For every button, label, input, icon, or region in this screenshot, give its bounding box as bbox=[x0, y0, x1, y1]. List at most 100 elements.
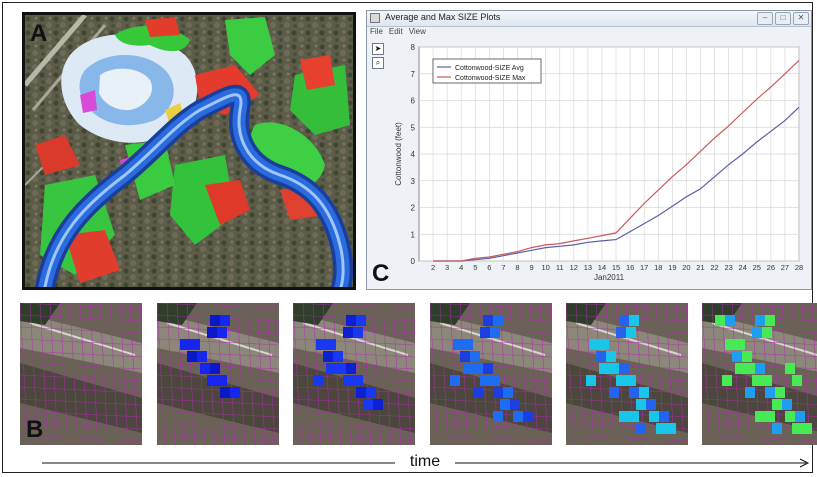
tile-image bbox=[430, 303, 552, 445]
vegetation-cell bbox=[450, 375, 460, 386]
vegetation-cell bbox=[752, 327, 762, 338]
vegetation-cell bbox=[200, 363, 210, 374]
vegetation-cell bbox=[333, 351, 343, 362]
vegetation-cell bbox=[463, 363, 473, 374]
y-tick-label: 4 bbox=[411, 150, 416, 159]
vegetation-cell bbox=[599, 339, 609, 350]
vegetation-cell bbox=[619, 363, 629, 374]
tile-image bbox=[293, 303, 415, 445]
vegetation-cell bbox=[463, 339, 473, 350]
vegetation-cell bbox=[755, 315, 765, 326]
vegetation-cell bbox=[366, 387, 376, 398]
vegetation-cell bbox=[326, 363, 336, 374]
magnifier-icon[interactable]: ⌕ bbox=[372, 57, 384, 69]
menu-file[interactable]: File bbox=[370, 27, 383, 36]
vegetation-cell bbox=[187, 351, 197, 362]
x-tick-label: 6 bbox=[487, 263, 491, 272]
vegetation-cell bbox=[353, 327, 363, 338]
vegetation-cell bbox=[606, 351, 616, 362]
menu-edit[interactable]: Edit bbox=[388, 27, 403, 36]
close-button[interactable]: ✕ bbox=[793, 12, 809, 25]
vegetation-cell bbox=[772, 423, 782, 434]
window-titlebar[interactable]: Average and Max SIZE Plots – □ ✕ bbox=[367, 11, 811, 27]
y-tick-label: 5 bbox=[411, 123, 416, 132]
x-tick-label: 28 bbox=[795, 263, 803, 272]
vegetation-cell bbox=[316, 339, 326, 350]
vegetation-cell bbox=[210, 315, 220, 326]
vegetation-cell bbox=[480, 327, 490, 338]
minimize-button[interactable]: – bbox=[757, 12, 773, 25]
vegetation-cell bbox=[473, 387, 483, 398]
vegetation-cell bbox=[220, 315, 230, 326]
vegetation-cell bbox=[523, 411, 533, 422]
vegetation-cell bbox=[336, 363, 346, 374]
vegetation-cell bbox=[373, 399, 383, 410]
vegetation-cell bbox=[629, 315, 639, 326]
x-tick-label: 14 bbox=[598, 263, 606, 272]
time-step-tile bbox=[157, 303, 279, 445]
x-tick-label: 7 bbox=[501, 263, 505, 272]
vegetation-cell bbox=[792, 375, 802, 386]
vegetation-cell bbox=[616, 375, 626, 386]
maximize-button[interactable]: □ bbox=[775, 12, 791, 25]
vegetation-cell bbox=[473, 363, 483, 374]
vegetation-cell bbox=[752, 375, 762, 386]
vegetation-cell bbox=[639, 387, 649, 398]
x-tick-label: 3 bbox=[445, 263, 449, 272]
vegetation-cell bbox=[470, 351, 480, 362]
vegetation-cell bbox=[343, 375, 353, 386]
vegetation-cell bbox=[795, 411, 805, 422]
vegetation-cell bbox=[326, 339, 336, 350]
legend-entry: Cottonwood-SIZE Avg bbox=[455, 65, 524, 72]
vegetation-cell bbox=[609, 387, 619, 398]
tile-image bbox=[157, 303, 279, 445]
vegetation-cell bbox=[755, 411, 765, 422]
vegetation-cell bbox=[725, 315, 735, 326]
x-tick-label: 2 bbox=[431, 263, 435, 272]
menu-view[interactable]: View bbox=[408, 27, 426, 36]
vegetation-cell bbox=[785, 411, 795, 422]
vegetation-cell bbox=[493, 387, 503, 398]
panel-a-map bbox=[22, 12, 356, 290]
vegetation-cell bbox=[616, 327, 626, 338]
vegetation-cell bbox=[765, 315, 775, 326]
vegetation-cell bbox=[586, 375, 596, 386]
vegetation-cell bbox=[725, 339, 735, 350]
vegetation-cell bbox=[745, 363, 755, 374]
x-tick-label: 22 bbox=[710, 263, 718, 272]
menu-bar: File Edit View bbox=[367, 27, 811, 38]
vegetation-cell bbox=[745, 387, 755, 398]
x-tick-label: 19 bbox=[668, 263, 676, 272]
y-tick-label: 8 bbox=[411, 43, 416, 52]
vegetation-cell bbox=[356, 315, 366, 326]
legend-entry: Cottonwood-SIZE Max bbox=[455, 75, 526, 82]
vegetation-cell bbox=[217, 375, 227, 386]
vegetation-cell bbox=[802, 423, 812, 434]
vegetation-cell bbox=[323, 351, 333, 362]
time-step-tile bbox=[20, 303, 142, 445]
vegetation-cell bbox=[772, 399, 782, 410]
x-tick-label: 4 bbox=[459, 263, 463, 272]
vegetation-cell bbox=[755, 363, 765, 374]
y-axis-label: Cottonwood (feet) bbox=[394, 122, 403, 186]
x-tick-label: 10 bbox=[541, 263, 549, 272]
vegetation-cell bbox=[742, 351, 752, 362]
x-tick-label: 21 bbox=[696, 263, 704, 272]
vegetation-cell bbox=[629, 411, 639, 422]
vegetation-cell bbox=[762, 375, 772, 386]
time-step-tile bbox=[566, 303, 688, 445]
vegetation-cell bbox=[782, 399, 792, 410]
vegetation-cell bbox=[480, 375, 490, 386]
series-line-avg bbox=[433, 106, 800, 262]
vegetation-cell bbox=[500, 399, 510, 410]
vegetation-cell bbox=[775, 387, 785, 398]
time-step-tile bbox=[293, 303, 415, 445]
vegetation-cell bbox=[785, 363, 795, 374]
x-tick-label: 18 bbox=[654, 263, 662, 272]
vegetation-cell bbox=[190, 339, 200, 350]
arrow-pointer-icon[interactable]: ➤ bbox=[372, 43, 384, 55]
x-tick-label: 17 bbox=[640, 263, 648, 272]
tile-image bbox=[566, 303, 688, 445]
vegetation-cell bbox=[589, 339, 599, 350]
